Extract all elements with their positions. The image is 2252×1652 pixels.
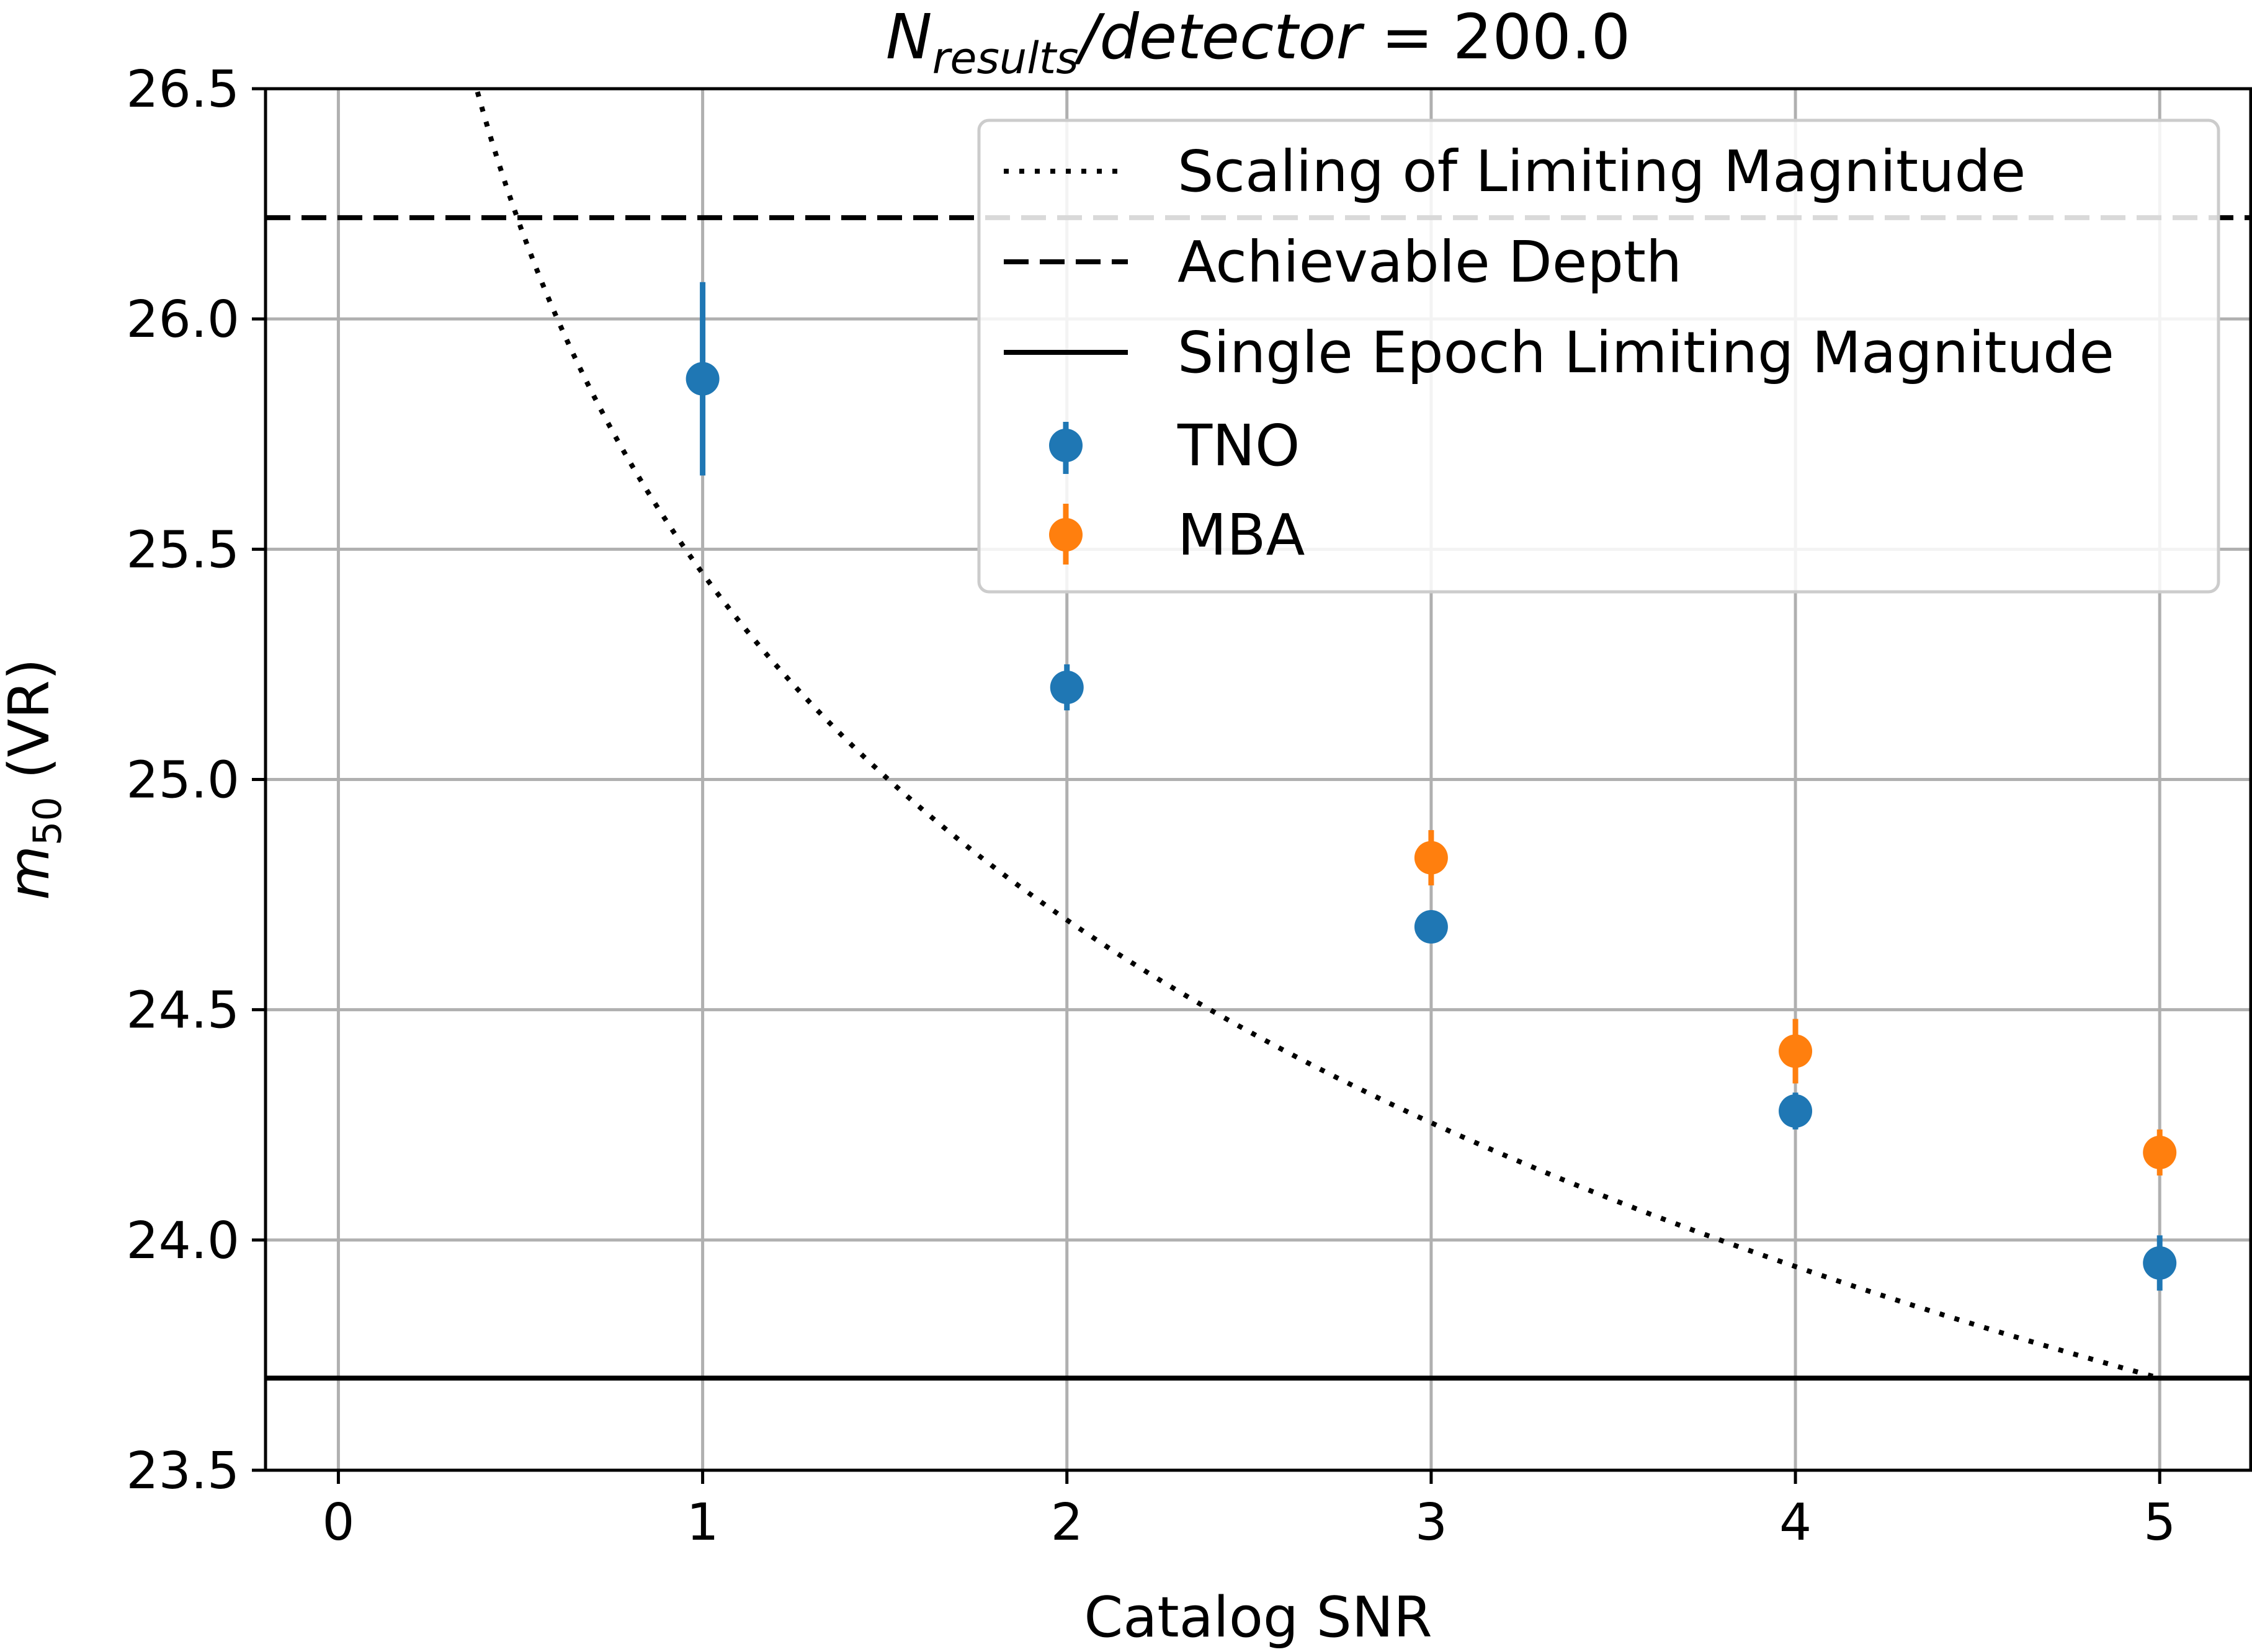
y-axis: 23.5 24.0 24.5 25.0 25.5 26.0 26.5 — [126, 60, 266, 1501]
legend-tno-label: TNO — [1177, 413, 1300, 479]
tno-point — [1050, 671, 1084, 705]
legend-box — [977, 118, 2220, 594]
legend-scaling-label: Scaling of Limiting Magnitude — [1177, 138, 2026, 205]
tno-point — [686, 362, 720, 396]
x-axis-label: Catalog SNR — [1084, 1585, 1432, 1650]
chart-title: Nresults/detector = 200.0 — [886, 1, 1630, 84]
legend-tno-marker — [1049, 422, 1083, 474]
x-tick-label: 1 — [687, 1493, 719, 1552]
tno-point — [1414, 910, 1448, 944]
legend-mba-marker — [1049, 504, 1083, 565]
series-layer — [686, 282, 2177, 1291]
y-tick-label: 26.5 — [126, 60, 239, 119]
series-tno — [686, 282, 2177, 1291]
legend-mba-label: MBA — [1177, 502, 1305, 568]
y-tick-label: 25.5 — [126, 520, 239, 579]
y-tick-label: 24.0 — [126, 1212, 239, 1270]
y-tick-label: 23.5 — [126, 1442, 239, 1501]
mba-point — [2143, 1135, 2177, 1169]
y-tick-label: 26.0 — [126, 290, 239, 349]
series-mba — [1414, 830, 2177, 1176]
x-tick-label: 4 — [1779, 1493, 1812, 1552]
legend: Scaling of Limiting Magnitude Achievable… — [977, 118, 2220, 594]
y-axis-label: m50 (VR) — [0, 658, 70, 900]
y-tick-label: 25.0 — [126, 751, 239, 810]
x-tick-label: 0 — [322, 1493, 354, 1552]
mba-point — [1779, 1034, 1813, 1068]
x-tick-label: 2 — [1051, 1493, 1083, 1552]
mba-point — [1414, 841, 1448, 875]
x-axis: 0 1 2 3 4 5 — [322, 1470, 2176, 1552]
x-tick-label: 3 — [1415, 1493, 1447, 1552]
x-tick-label: 5 — [2143, 1493, 2176, 1552]
tno-point — [2143, 1246, 2177, 1280]
legend-single-label: Single Epoch Limiting Magnitude — [1177, 319, 2114, 386]
tno-point — [1779, 1094, 1813, 1128]
y-tick-label: 24.5 — [126, 981, 239, 1040]
legend-depth-label: Achievable Depth — [1177, 229, 1682, 295]
